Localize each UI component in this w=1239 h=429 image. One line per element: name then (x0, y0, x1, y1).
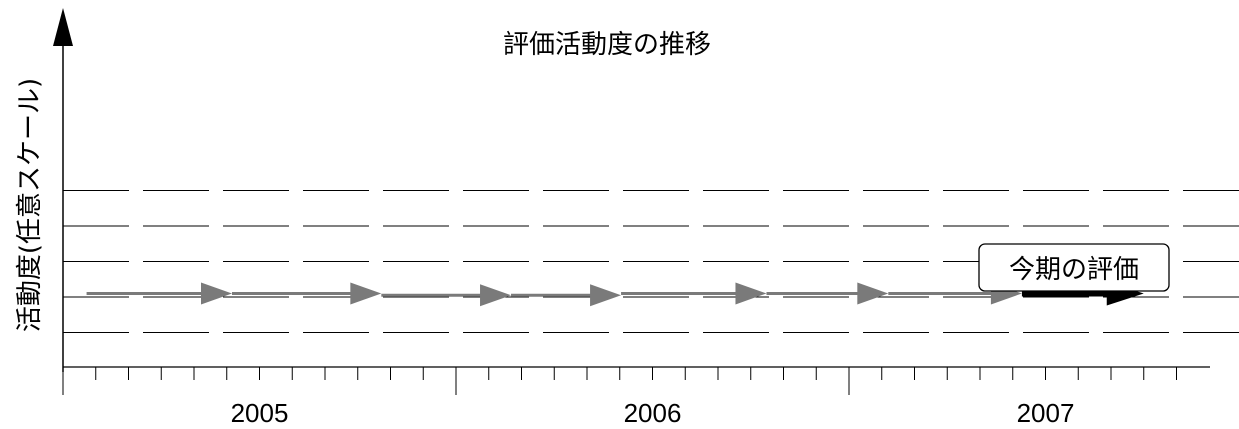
x-tick-label: 2005 (231, 398, 289, 428)
past-arrow-head (590, 284, 622, 307)
gridlines (63, 190, 1239, 333)
past-arrow-head (200, 282, 232, 305)
chart-title: 評価活動度の推移 (503, 30, 711, 60)
axes (53, 8, 1210, 372)
current-evaluation-callout: 今期の評価 (978, 243, 1170, 292)
callout-box (978, 243, 1170, 292)
y-axis-label: 活動度(任意スケール) (15, 78, 45, 332)
past-arrow-head (857, 282, 889, 305)
x-tick-label: 2007 (1017, 398, 1075, 428)
past-arrow-head (735, 282, 767, 305)
past-arrow-head (350, 282, 382, 305)
past-arrow-head (480, 284, 512, 307)
past-evaluation-arrows (86, 282, 1022, 307)
callout-label: 今期の評価 (1009, 255, 1139, 285)
y-axis-arrowhead (53, 8, 73, 46)
x-ticks (62, 367, 1177, 395)
x-tick-labels: 2005 2006 2007 (231, 398, 1075, 428)
x-tick-label: 2006 (624, 398, 682, 428)
